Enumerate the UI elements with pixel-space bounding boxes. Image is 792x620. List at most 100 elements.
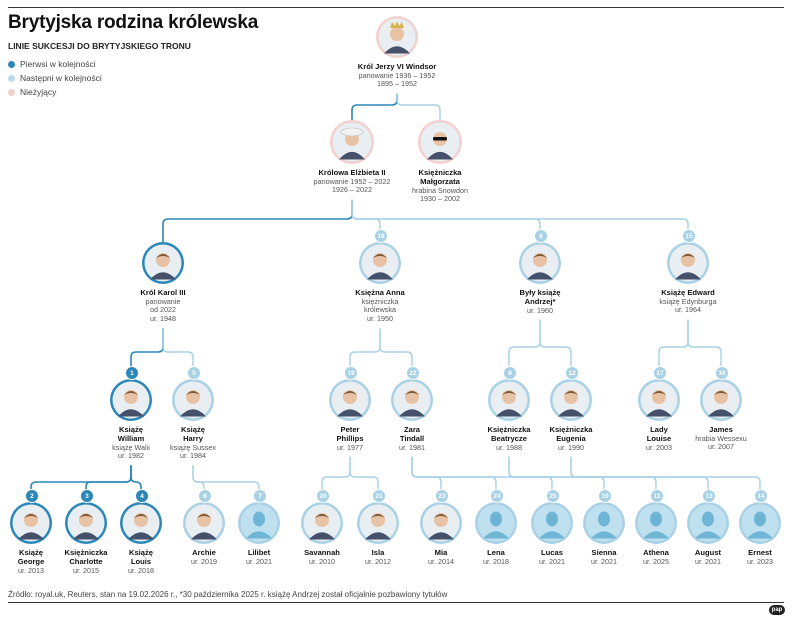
person-detail: ur. 1981	[399, 442, 425, 452]
photo-hair-isla	[371, 514, 385, 518]
photo-body-harry	[180, 409, 206, 417]
rank-badge-athena: 11	[650, 489, 664, 503]
person-name: Mia	[434, 548, 448, 557]
silhouette-head-lilibet	[253, 511, 265, 527]
rank-badge-edward: 15	[682, 229, 696, 243]
photo-hair-louise	[652, 391, 666, 395]
person-name: Beatrycze	[491, 433, 527, 443]
person-detail: ur. 1988	[496, 442, 522, 452]
rank-badge-louise: 17	[653, 366, 667, 380]
photo-hair-harry	[186, 391, 200, 395]
rank-badge-beatrycze: 9	[503, 366, 517, 380]
person-label-charlotte: Księżniczka Charlotte ur. 2015	[38, 548, 134, 575]
legend-label-deceased: Nieżyjący	[20, 87, 57, 97]
person-label-ernest: Ernest ur. 2023	[712, 548, 792, 566]
person-detail: ur. 2014	[428, 556, 454, 566]
person-detail: ur. 2018	[128, 565, 154, 575]
silhouette-head-lena	[490, 511, 502, 527]
photo-hair-karol	[156, 254, 170, 258]
page-title: Brytyjska rodzina królewska	[8, 12, 259, 33]
connector-eugenia-ernest	[570, 456, 761, 502]
photo-hair-charlotte	[79, 514, 93, 518]
person-detail: ur. 2013	[18, 565, 44, 575]
legend-dot-deceased	[8, 88, 15, 96]
page-subtitle: LINIE SUKCESJI DO BRYTYJSKIEGO TRONU	[8, 41, 191, 51]
rank-badge-james: 16	[715, 366, 729, 380]
person-label-malgorzata: Księżniczka Małgorzata hrabina Snowdon 1930…	[392, 168, 488, 203]
person-name: Królowa Elżbieta II	[318, 168, 386, 177]
rank-badge-anna: 18	[374, 229, 388, 243]
person-label-sienna: Sienna ur. 2021	[556, 548, 652, 566]
person-name: William	[117, 433, 145, 443]
person-label-lena: Lena ur. 2018	[448, 548, 544, 566]
person-detail: ur. 2021	[539, 556, 565, 566]
sunglasses-icon	[433, 137, 447, 141]
person-detail: ur. 2021	[591, 556, 617, 566]
rank-badge-george: 2	[25, 489, 39, 503]
rank-badge-lucas: 25	[546, 489, 560, 503]
photo-body-edward	[675, 272, 701, 280]
person-detail: książę Sussex	[170, 442, 216, 452]
person-detail: ur. 1964	[675, 305, 701, 315]
person-name: Ernest	[748, 548, 772, 557]
person-name: Savannah	[304, 548, 340, 557]
person-detail: 1895 – 1952	[377, 79, 417, 89]
person-detail: ur. 2010	[309, 556, 335, 566]
person-label-jerzy: Król Jerzy VI Windsor panowanie 1936 – 19…	[349, 62, 445, 89]
person-detail: ur. 2021	[246, 556, 272, 566]
person-label-peter: Peter Phillips ur. 1977	[302, 425, 398, 452]
person-label-beatrycze: Księżniczka Beatrycze ur. 1988	[461, 425, 557, 452]
person-name: Książę	[118, 425, 144, 434]
rank-badge-ernest: 14	[754, 489, 768, 503]
person-label-elzbieta: Królowa Elżbieta II panowanie 1952 – 2022…	[304, 168, 400, 195]
silhouette-body-august	[695, 531, 721, 539]
person-detail: 1926 – 2022	[332, 185, 372, 195]
photo-hair-savannah	[315, 514, 329, 518]
person-name: Tindall	[399, 433, 425, 443]
top-rule	[8, 7, 784, 8]
photo-hair-james	[714, 391, 728, 395]
photo-hair-archie	[197, 514, 211, 518]
person-detail: od 2022	[150, 305, 176, 315]
connector-beatrycze-athena	[508, 456, 657, 502]
person-detail: ur. 2003	[646, 442, 672, 452]
person-detail: ur. 2021	[695, 556, 721, 566]
person-name: Charlotte	[69, 556, 103, 566]
connector-william-louis	[130, 465, 142, 502]
person-label-andrzej: Były książę Andrzej* ur. 1960	[492, 288, 588, 315]
person-detail: ur. 1990	[558, 442, 584, 452]
person-detail: ur. 2019	[191, 556, 217, 566]
silhouette-head-athena	[650, 511, 662, 527]
legend-label-first: Pierwsi w kolejności	[20, 59, 96, 69]
person-label-edward: Książę Edward książę Edynburga ur. 1964	[640, 288, 736, 315]
rank-badge-lena: 24	[490, 489, 504, 503]
rank-badge-august: 13	[702, 489, 716, 503]
person-label-lucas: Lucas ur. 2021	[504, 548, 600, 566]
photo-hair-george	[24, 514, 38, 518]
rank-badge-archie: 6	[198, 489, 212, 503]
photo-body-mia	[428, 532, 454, 540]
person-name: Isla	[371, 548, 385, 557]
photo-body-charlotte	[73, 532, 99, 540]
photo-hair-anna	[373, 254, 387, 258]
photo-body-louis	[128, 532, 154, 540]
legend-item-next: Następni w kolejności	[8, 73, 102, 83]
connector-elzbieta-karol	[162, 199, 353, 242]
person-detail: ur. 2023	[747, 556, 773, 566]
person-detail: ur. 1982	[118, 451, 144, 460]
rank-badge-eugenia: 12	[565, 366, 579, 380]
hat-icon	[340, 127, 364, 137]
photo-body-malgorzata	[427, 151, 453, 160]
connector-karol-harry	[162, 328, 194, 379]
connector-eugenia-august	[570, 456, 709, 502]
connector-zara-lena	[411, 456, 497, 502]
person-name: Księżniczka	[64, 548, 108, 557]
photo-hair-edward	[681, 254, 695, 258]
silhouette-body-lucas	[539, 531, 565, 539]
person-label-william: Książę William książę Walii ur. 1982	[83, 425, 179, 460]
person-name: Louis	[130, 556, 152, 566]
person-detail: ur. 1948	[150, 313, 176, 323]
source-note: Źródło: royal.uk, Reuters, stan na 19.02…	[8, 590, 448, 599]
